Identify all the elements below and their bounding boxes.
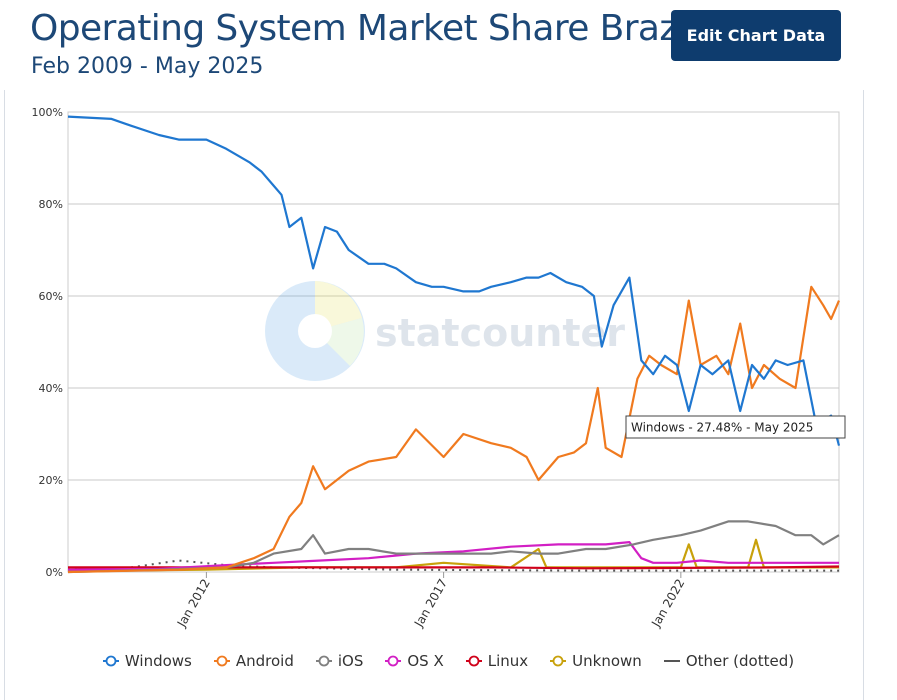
legend-circle-icon xyxy=(550,655,567,667)
chart-legend: Windows Android iOS OS X Linux Unknown Other (… xyxy=(0,649,897,673)
edit-chart-data-button[interactable]: Edit Chart Data xyxy=(671,10,841,61)
legend-label: Android xyxy=(235,652,294,670)
y-tick-label: 20% xyxy=(39,474,63,487)
x-tick-label: Jan 2012 xyxy=(174,577,213,631)
y-tick-label: 40% xyxy=(39,382,63,395)
x-tick-label: Jan 2017 xyxy=(411,577,450,631)
plot-area: statcounter 0%20%40%60%80%100% Jan 2012 J… xyxy=(32,106,841,631)
grid-lines xyxy=(68,203,839,481)
y-tick-label: 100% xyxy=(32,106,63,119)
legend-circle-icon xyxy=(465,655,482,667)
plot-border xyxy=(67,111,840,573)
watermark-logo-slice xyxy=(315,281,362,331)
legend-label: Linux xyxy=(487,652,529,670)
series-line-android xyxy=(67,285,841,574)
legend-label: Unknown xyxy=(572,652,642,670)
legend-item-unknown[interactable]: Unknown xyxy=(550,652,642,670)
series-line-other-dotted xyxy=(67,559,839,572)
page-subtitle: Feb 2009 - May 2025 xyxy=(31,54,264,79)
legend-label: Other (dotted) xyxy=(685,652,795,670)
series-line-windows xyxy=(67,115,841,446)
legend-label: OS X xyxy=(407,652,444,670)
legend-label: Windows xyxy=(124,652,192,670)
x-axis-ticks: Jan 2012 Jan 2017 Jan 2022 xyxy=(174,572,687,631)
watermark-logo-hole xyxy=(298,314,332,348)
y-tick-label: 60% xyxy=(39,290,63,303)
legend-circle-icon xyxy=(315,655,332,667)
x-tick-label: Jan 2022 xyxy=(648,577,687,631)
series-line-os-x xyxy=(67,540,839,571)
legend-line-icon xyxy=(663,660,680,662)
legend-item-linux[interactable]: Linux xyxy=(465,652,529,670)
legend-circle-icon xyxy=(213,655,230,667)
series-lines xyxy=(67,115,841,574)
statcounter-watermark: statcounter xyxy=(265,281,625,381)
page-title: Operating System Market Share Brazil xyxy=(30,8,697,49)
legend-item-windows[interactable]: Windows xyxy=(102,652,192,670)
chart-panel xyxy=(4,90,864,700)
series-line-ios xyxy=(67,520,840,574)
watermark-logo-circle xyxy=(265,281,365,381)
y-tick-label: 0% xyxy=(46,566,63,579)
legend-circle-icon xyxy=(102,655,119,667)
legend-item-ios[interactable]: iOS xyxy=(315,652,364,670)
watermark-logo-slice-2 xyxy=(315,318,364,366)
tooltip-box xyxy=(625,415,846,439)
legend-item-os-x[interactable]: OS X xyxy=(385,652,444,670)
tooltip: Windows - 27.48% - May 2025 xyxy=(625,415,846,439)
legend-label: iOS xyxy=(337,652,364,670)
legend-item-android[interactable]: Android xyxy=(213,652,294,670)
y-axis-ticks: 0% 20% 40% 60% 80% 100% xyxy=(32,106,63,579)
tooltip-text: Windows - 27.48% - May 2025 xyxy=(631,421,813,435)
legend-item-other-dotted[interactable]: Other (dotted) xyxy=(663,652,795,670)
watermark-text: statcounter xyxy=(375,311,625,355)
y-tick-label: 80% xyxy=(39,198,63,211)
legend-circle-icon xyxy=(385,655,402,667)
